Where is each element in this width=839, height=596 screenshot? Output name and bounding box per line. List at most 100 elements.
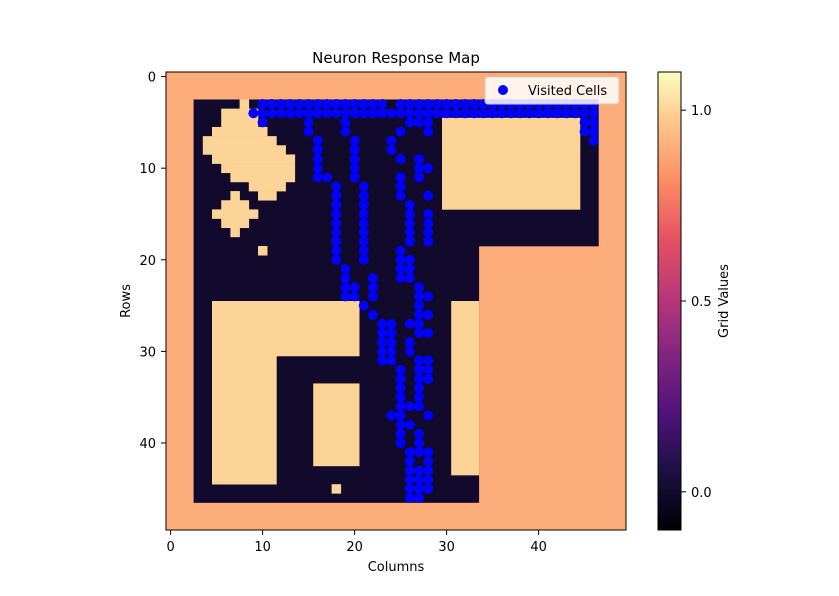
visited-cell-point xyxy=(331,245,342,256)
visited-cell-point xyxy=(395,190,406,201)
visited-cell-point xyxy=(414,99,424,110)
visited-cell-point xyxy=(423,108,434,119)
visited-cell-point xyxy=(331,227,342,238)
visited-cell-point xyxy=(285,99,296,110)
visited-cell-point xyxy=(404,318,415,329)
visited-cell-point xyxy=(395,99,406,110)
visited-cell-point xyxy=(257,99,268,110)
visited-cell-point xyxy=(266,108,277,119)
visited-cell-point xyxy=(322,172,332,183)
grid-obstacle xyxy=(212,209,259,219)
visited-cell-point xyxy=(340,117,351,128)
visited-cell-point xyxy=(377,99,388,110)
visited-cell-point xyxy=(395,172,406,183)
visited-cell-point xyxy=(303,117,314,128)
visited-cell-point xyxy=(386,144,397,155)
visited-cell-point xyxy=(257,117,268,128)
colorbar-tick-label: 0.5 xyxy=(691,295,712,310)
visited-cell-point xyxy=(358,236,369,247)
visited-cell-point xyxy=(496,108,507,119)
visited-cell-point xyxy=(303,126,314,137)
visited-cell-point xyxy=(331,99,342,110)
visited-cell-point xyxy=(395,419,406,430)
visited-cell-point xyxy=(312,172,323,183)
visited-cell-point xyxy=(423,236,434,247)
visited-cell-point xyxy=(358,245,369,256)
visited-cell-point xyxy=(340,108,351,119)
visited-cell-point xyxy=(542,108,553,119)
visited-cell-point xyxy=(358,254,369,265)
grid-obstacle xyxy=(202,145,286,155)
visited-cell-point xyxy=(395,410,406,421)
visited-cell-point xyxy=(395,364,406,375)
grid-obstacle xyxy=(258,191,277,201)
visited-cell-point xyxy=(358,227,369,238)
visited-cell-point xyxy=(404,99,415,110)
visited-cell-point xyxy=(331,199,342,210)
visited-cell-point xyxy=(404,447,415,458)
visited-cell-point xyxy=(404,419,415,430)
visited-cell-point xyxy=(395,108,406,119)
visited-cell-point xyxy=(414,154,424,165)
visited-cell-point xyxy=(579,117,590,128)
visited-cell-point xyxy=(404,208,415,219)
visited-cell-point xyxy=(377,108,388,119)
visited-cell-point xyxy=(579,108,590,119)
visited-cell-point xyxy=(423,355,434,366)
visited-cell-point xyxy=(423,364,434,375)
visited-cell-point xyxy=(358,218,369,229)
visited-cell-point xyxy=(469,99,480,110)
visited-cell-point xyxy=(441,108,452,119)
x-tick-label: 20 xyxy=(346,540,363,555)
visited-cell-point xyxy=(331,218,342,229)
visited-cell-point xyxy=(340,282,351,293)
visited-cell-point xyxy=(377,355,388,366)
legend-marker xyxy=(498,85,508,95)
visited-cell-point xyxy=(395,428,406,439)
visited-cell-point xyxy=(395,392,406,403)
visited-cell-point xyxy=(349,135,360,146)
grid-obstacle xyxy=(230,191,240,201)
visited-cell-point xyxy=(414,328,424,339)
visited-cell-point xyxy=(404,346,415,357)
grid-obstacle xyxy=(442,117,581,210)
visited-cell-point xyxy=(349,144,360,155)
visited-cell-point xyxy=(312,99,323,110)
visited-cell-point xyxy=(358,108,369,119)
visited-cell-point xyxy=(349,291,360,302)
visited-cell-point xyxy=(432,108,443,119)
visited-cell-point xyxy=(414,465,424,476)
visited-cell-point xyxy=(404,492,415,503)
visited-cell-point xyxy=(349,282,360,293)
visited-cell-point xyxy=(386,108,397,119)
visited-cell-point xyxy=(414,300,424,311)
visited-cell-point xyxy=(423,126,434,137)
visited-cell-point xyxy=(340,263,351,274)
visited-cell-point xyxy=(386,355,397,366)
visited-cell-point xyxy=(377,318,388,329)
visited-cell-point xyxy=(414,492,424,503)
visited-cell-point xyxy=(404,117,415,128)
visited-cell-point xyxy=(358,190,369,201)
visited-cell-point xyxy=(414,172,424,183)
visited-cell-point xyxy=(561,108,572,119)
visited-cell-point xyxy=(414,437,424,448)
visited-cell-point xyxy=(312,135,323,146)
visited-cell-point xyxy=(358,99,369,110)
visited-cell-point xyxy=(487,108,498,119)
visited-cell-point xyxy=(358,208,369,219)
visited-cell-point xyxy=(450,108,461,119)
visited-cell-point xyxy=(331,208,342,219)
visited-cell-point xyxy=(331,108,342,119)
visited-cell-point xyxy=(469,108,480,119)
visited-cell-point xyxy=(386,318,397,329)
visited-cell-point xyxy=(423,328,434,339)
grid-obstacle xyxy=(258,246,268,256)
y-tick-label: 40 xyxy=(139,437,156,452)
visited-cell-point xyxy=(570,108,581,119)
visited-cell-point xyxy=(450,99,461,110)
grid-obstacle xyxy=(212,126,268,137)
plot-frame xyxy=(165,71,627,531)
visited-cell-point xyxy=(588,108,599,119)
visited-cell-point xyxy=(414,117,424,128)
